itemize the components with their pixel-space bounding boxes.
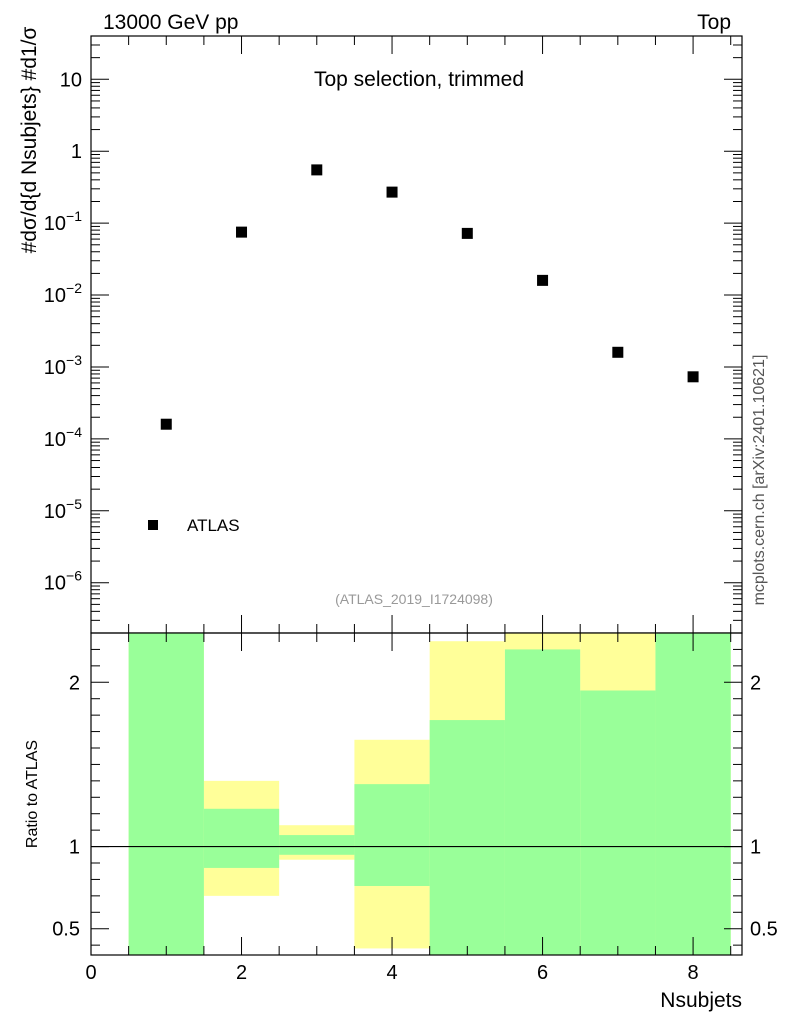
data-point: [687, 371, 699, 383]
y-tick-label: 10−6: [44, 568, 82, 595]
x-axis-title: Nsubjets: [660, 989, 742, 1012]
data-point: [160, 418, 172, 430]
plot-title: Top selection, trimmed: [314, 68, 524, 91]
main-plot-panel: Top selection, trimmed (ATLAS_2019_I1724…: [18, 27, 743, 634]
y-tick-label: 10−3: [44, 352, 82, 379]
ratio-plot-panel: 0.5 0.5 1 1 2 2 0 2 4 6 8 Ratio to ATLAS Nsubjets: [24, 632, 778, 1012]
ratio-y-tick-label-right: 0.5: [750, 919, 778, 941]
ratio-y-tick-label: 0.5: [52, 919, 80, 941]
legend-label: ATLAS: [187, 516, 240, 535]
data-point: [311, 164, 323, 176]
data-point: [537, 274, 549, 286]
header-left: 13000 GeV pp: [103, 11, 238, 34]
y-tick-label: 1: [71, 141, 82, 163]
ratio-y-tick-label-right: 1: [750, 837, 761, 859]
y-tick-label: 10−4: [44, 424, 82, 451]
y-tick-label: 10−5: [44, 496, 82, 523]
main-x-ticks: [90, 36, 732, 633]
green-band-bin: [429, 720, 505, 955]
ratio-x-ticks: 0 2 4 6 8: [85, 633, 732, 984]
ratio-y-axis-title: Ratio to ATLAS: [24, 740, 41, 848]
y-tick-label: 10−2: [44, 280, 82, 307]
analysis-id: (ATLAS_2019_I1724098): [335, 591, 493, 607]
x-tick-label: 2: [236, 962, 247, 984]
green-band-bin: [504, 649, 581, 955]
y-tick-label: 10−1: [44, 208, 82, 235]
x-tick-label: 4: [386, 962, 397, 984]
green-band-bin: [655, 633, 731, 955]
ratio-y-tick-label: 2: [69, 672, 80, 694]
y-tick-label: 10: [60, 69, 82, 91]
header-right: Top: [697, 11, 731, 34]
legend-marker: [148, 520, 158, 530]
green-band-bin: [203, 808, 280, 868]
ratio-frame: [90, 632, 743, 956]
data-points: [160, 164, 699, 430]
data-point: [386, 186, 398, 198]
uncertainty-bands: [128, 633, 731, 955]
green-band-bin: [354, 784, 430, 886]
data-point: [612, 346, 624, 358]
data-point: [461, 227, 473, 239]
x-tick-label: 6: [537, 962, 548, 984]
source-label: mcplots.cern.ch [arXiv:2401.10621]: [751, 355, 768, 606]
ratio-y-tick-label: 1: [69, 837, 80, 859]
main-frame: [90, 35, 743, 634]
x-tick-label: 0: [85, 962, 96, 984]
ratio-y-ticks: 0.5 0.5 1 1 2 2: [52, 648, 778, 946]
green-band-bin: [580, 690, 656, 955]
x-tick-label: 8: [688, 962, 699, 984]
ratio-y-tick-label-right: 2: [750, 672, 761, 694]
main-y-ticks: 10−6 10−5 10−4 10−3 10−2 10−1 1 10: [44, 35, 742, 634]
y-axis-title: #dσ/d{d Nsubjets} #d1/σ: [18, 27, 41, 254]
green-band-bin: [128, 633, 204, 955]
data-point: [236, 226, 248, 238]
green-band-bin: [279, 835, 355, 855]
